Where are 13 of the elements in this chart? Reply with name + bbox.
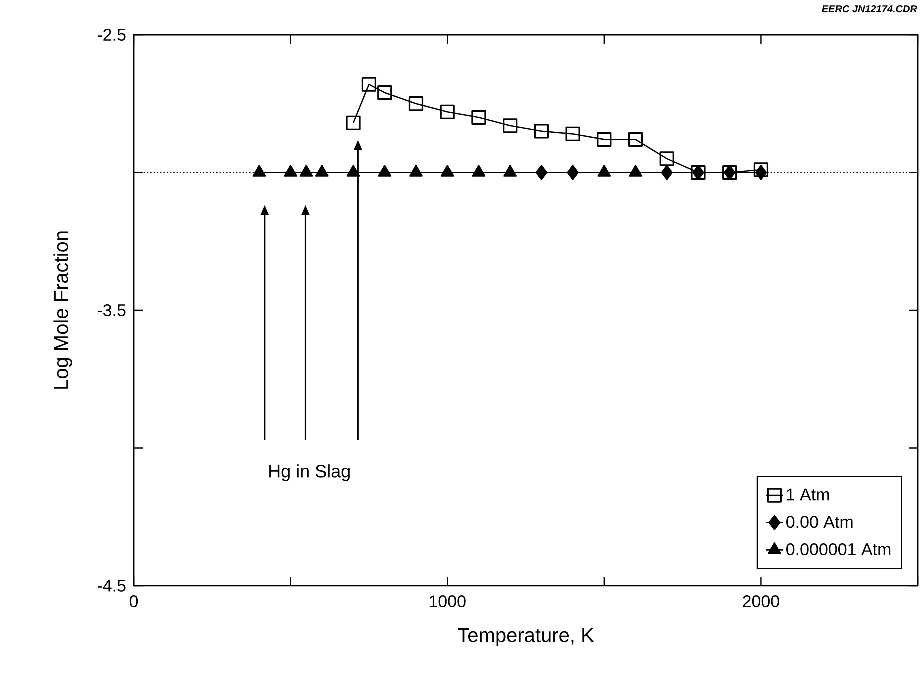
- text: EERC JN12174.CDR: [822, 6, 918, 13]
- legend-label: 0.000001 Atm: [786, 543, 891, 556]
- x-tick-label: 1000: [430, 596, 466, 608]
- x-tick-label: 0: [130, 596, 138, 608]
- x-axis-title: Temperature, K: [458, 628, 594, 646]
- y-axis-title: Log Mole Fraction: [54, 232, 72, 389]
- y-tick-label: -2.5: [98, 28, 126, 42]
- legend-label: 0.00 Atm: [786, 516, 853, 528]
- x-tick-label: 2000: [743, 596, 780, 608]
- y-tick-label: -3.5: [98, 304, 126, 317]
- annotation: Hg in Slag: [270, 464, 350, 482]
- legend-label: 1 Atm: [787, 488, 830, 501]
- y-tick-label: -4.5: [98, 580, 126, 592]
